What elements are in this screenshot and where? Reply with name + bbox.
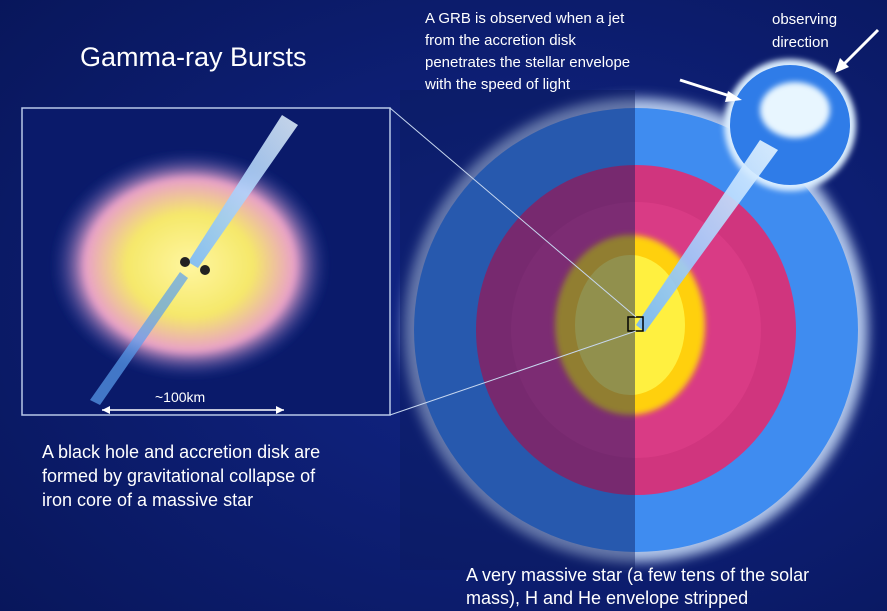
observing-note: direction: [772, 34, 829, 51]
star: [400, 59, 868, 570]
title: Gamma-ray Bursts: [80, 42, 307, 72]
arrows: [679, 28, 880, 102]
star-caption: A very massive star (a few tens of the s…: [466, 565, 809, 585]
observing-note: observing: [772, 11, 837, 28]
inset: [21, 107, 637, 416]
grb-note: with the speed of light: [424, 76, 571, 93]
grb-note: penetrates the stellar envelope: [425, 54, 630, 71]
grb-note: from the accretion disk: [425, 32, 576, 49]
disk-caption: A black hole and accretion disk are: [42, 442, 320, 462]
star-caption: mass), H and He envelope stripped: [466, 588, 748, 608]
disk-caption: iron core of a massive star: [42, 490, 253, 510]
scale-label: ~100km: [155, 389, 205, 405]
disk-caption: formed by gravitational collapse of: [42, 466, 316, 486]
grb-note: A GRB is observed when a jet: [425, 10, 625, 27]
